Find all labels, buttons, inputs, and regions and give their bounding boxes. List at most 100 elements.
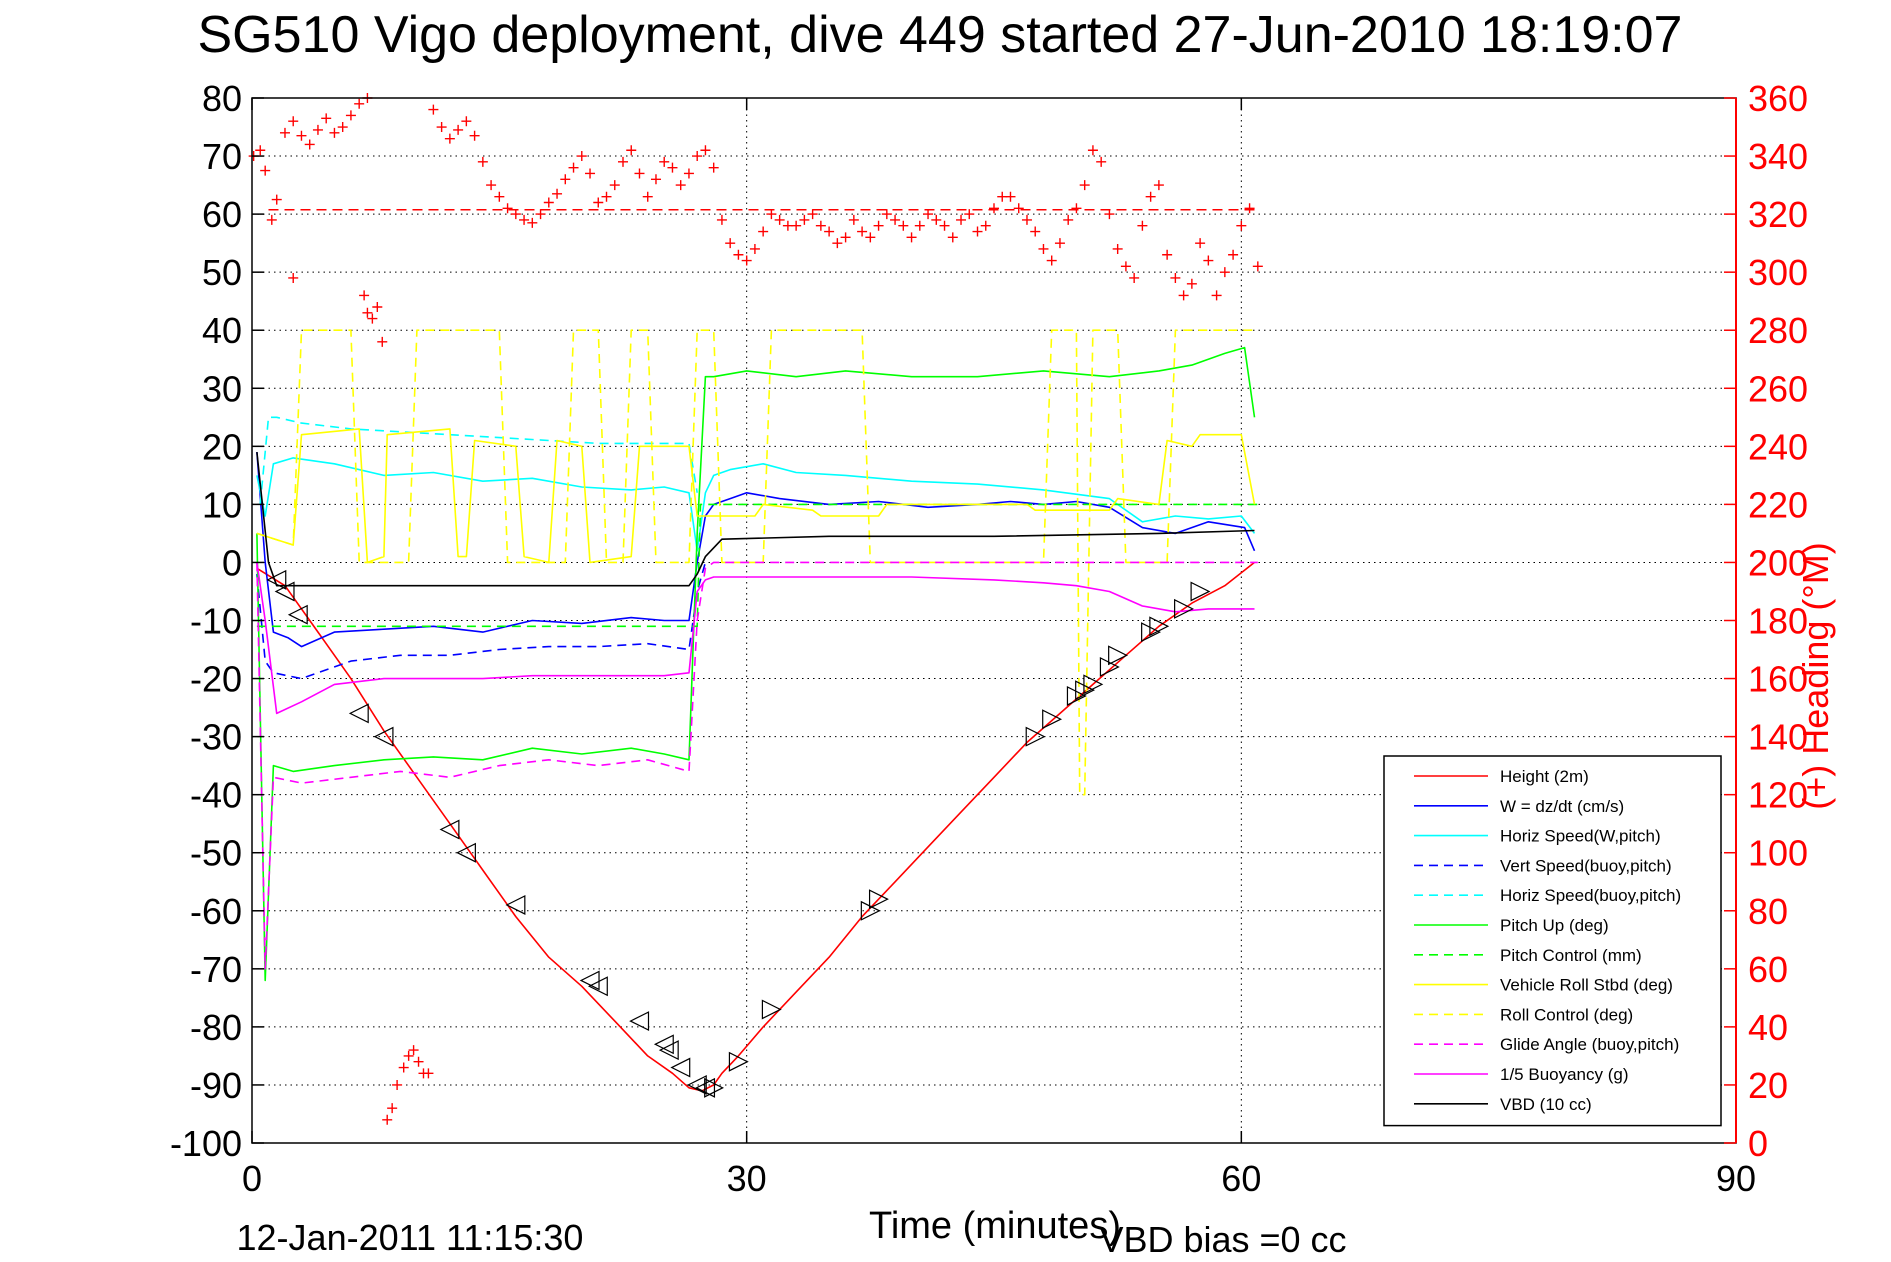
heading-cross-marker	[576, 151, 587, 162]
heading-cross-marker	[359, 290, 370, 301]
legend-label-horiz_w: Horiz Speed(W,pitch)	[1500, 827, 1661, 846]
y-tick-label: 10	[202, 484, 242, 525]
heading-cross-marker	[408, 1045, 419, 1056]
heading-cross-marker	[1063, 214, 1074, 225]
heading-cross-marker	[758, 226, 769, 237]
x-axis-label: Time (minutes)	[869, 1205, 1121, 1247]
legend-label-glide: Glide Angle (buoy,pitch)	[1500, 1035, 1679, 1054]
legend: Height (2m) W = dz/dt (cm/s) Horiz Speed(W…	[1383, 755, 1722, 1127]
heading-cross-marker	[337, 122, 348, 133]
heading-cross-marker	[329, 127, 340, 138]
heading-cross-marker	[840, 232, 851, 243]
heading-cross-marker	[266, 214, 277, 225]
heading-cross-marker	[716, 214, 727, 225]
series-line-buoyancy	[256, 562, 1255, 715]
heading-cross-marker	[593, 197, 604, 208]
height-triangle-marker	[695, 1077, 716, 1098]
chart-title: SG510 Vigo deployment, dive 449 started …	[198, 6, 1683, 64]
x-tick-label: 0	[242, 1158, 262, 1199]
heading-cross-marker	[312, 124, 323, 135]
heading-cross-marker	[881, 209, 892, 220]
heading-cross-marker	[362, 307, 373, 318]
y-tick-label: -80	[190, 1007, 242, 1048]
heading-cross-marker	[1030, 226, 1041, 237]
y-tick-label: -70	[190, 949, 242, 990]
heading-cross-marker	[832, 238, 843, 249]
heading-cross-marker	[1079, 180, 1090, 191]
heading-cross-marker	[725, 238, 736, 249]
heading-cross-marker	[377, 336, 388, 347]
heading-cross-marker	[1129, 272, 1140, 283]
heading-cross-marker	[1236, 220, 1247, 231]
y2-tick-label: 260	[1748, 368, 1808, 409]
height-triangle-marker	[868, 889, 889, 910]
heading-cross-marker	[947, 232, 958, 243]
heading-cross-marker	[865, 232, 876, 243]
heading-cross-marker	[428, 104, 439, 115]
height-triangle-marker	[653, 1034, 674, 1055]
height-triangle-marker	[373, 726, 394, 747]
height-triangle-marker	[266, 569, 287, 590]
heading-cross-marker	[890, 214, 901, 225]
y2-tick-label: 120	[1748, 775, 1808, 816]
y2-tick-label: 160	[1748, 659, 1808, 700]
heading-cross-marker	[1219, 267, 1230, 278]
y-tick-label: -100	[170, 1123, 242, 1164]
heading-cross-marker	[609, 180, 620, 191]
heading-cross-marker	[494, 191, 505, 202]
legend-box	[1383, 755, 1722, 1127]
height-triangle-marker	[1042, 709, 1063, 730]
height-triangle-marker	[1025, 726, 1046, 747]
heading-cross-marker	[568, 162, 579, 173]
series-line-roll_control	[256, 329, 1258, 796]
y2-tick-label: 60	[1748, 949, 1788, 990]
heading-layer	[248, 93, 1263, 1125]
height-triangle-marker	[274, 581, 295, 602]
heading-cross-marker	[1153, 180, 1164, 191]
heading-cross-marker	[848, 214, 859, 225]
height-triangle-marker	[1141, 622, 1161, 643]
heading-cross-marker	[906, 232, 917, 243]
heading-cross-marker	[486, 180, 497, 191]
heading-cross-marker	[372, 302, 383, 312]
heading-cross-marker	[461, 116, 472, 127]
heading-cross-marker	[413, 1056, 424, 1067]
heading-cross-marker	[700, 145, 711, 156]
series-line-vbd	[256, 452, 1255, 587]
heading-cross-marker	[733, 249, 744, 260]
heading-cross-marker	[444, 133, 455, 144]
heading-cross-marker	[527, 217, 538, 228]
heading-cross-marker	[956, 214, 967, 225]
heading-cross-marker	[1038, 243, 1049, 254]
heading-cross-marker	[659, 156, 670, 167]
height-triangle-marker	[629, 1011, 650, 1032]
footer-timestamp: 12-Jan-2011 11:15:30	[237, 1217, 584, 1258]
axes-layer: 0 30 60 9080706050403020100-10-20-30-40-50-…	[170, 78, 1808, 1199]
heading-cross-marker	[271, 194, 282, 205]
height-triangle-marker	[728, 1051, 749, 1072]
y-tick-label: -90	[190, 1065, 242, 1106]
heading-cross-marker	[683, 168, 694, 179]
heading-cross-marker	[1195, 238, 1206, 249]
heading-cross-marker	[502, 203, 513, 214]
heading-cross-marker	[387, 1103, 398, 1114]
heading-cross-marker	[477, 156, 488, 167]
heading-cross-marker	[1021, 214, 1032, 225]
y2-tick-label: 20	[1748, 1065, 1788, 1106]
heading-cross-marker	[741, 255, 752, 266]
heading-cross-marker	[873, 220, 884, 231]
legend-label-buoyancy: 1/5 Buoyancy (g)	[1500, 1065, 1629, 1084]
heading-cross-marker	[1054, 238, 1065, 249]
legend-label-vert_buoy: Vert Speed(buoy,pitch)	[1500, 856, 1672, 875]
y2-tick-label: 100	[1748, 833, 1808, 874]
y-tick-label: 70	[202, 136, 242, 177]
y-tick-label: 80	[202, 78, 242, 119]
right-axis-label: (+) Heading (°M)	[1795, 542, 1836, 809]
heading-cross-marker	[749, 243, 760, 254]
heading-cross-marker	[1005, 191, 1016, 202]
heading-cross-marker	[543, 197, 554, 208]
series-line-vert_buoy	[256, 562, 707, 680]
heading-cross-marker	[964, 209, 975, 220]
legend-label-roll_control: Roll Control (deg)	[1500, 1005, 1633, 1024]
height-triangle-marker	[1190, 581, 1211, 602]
